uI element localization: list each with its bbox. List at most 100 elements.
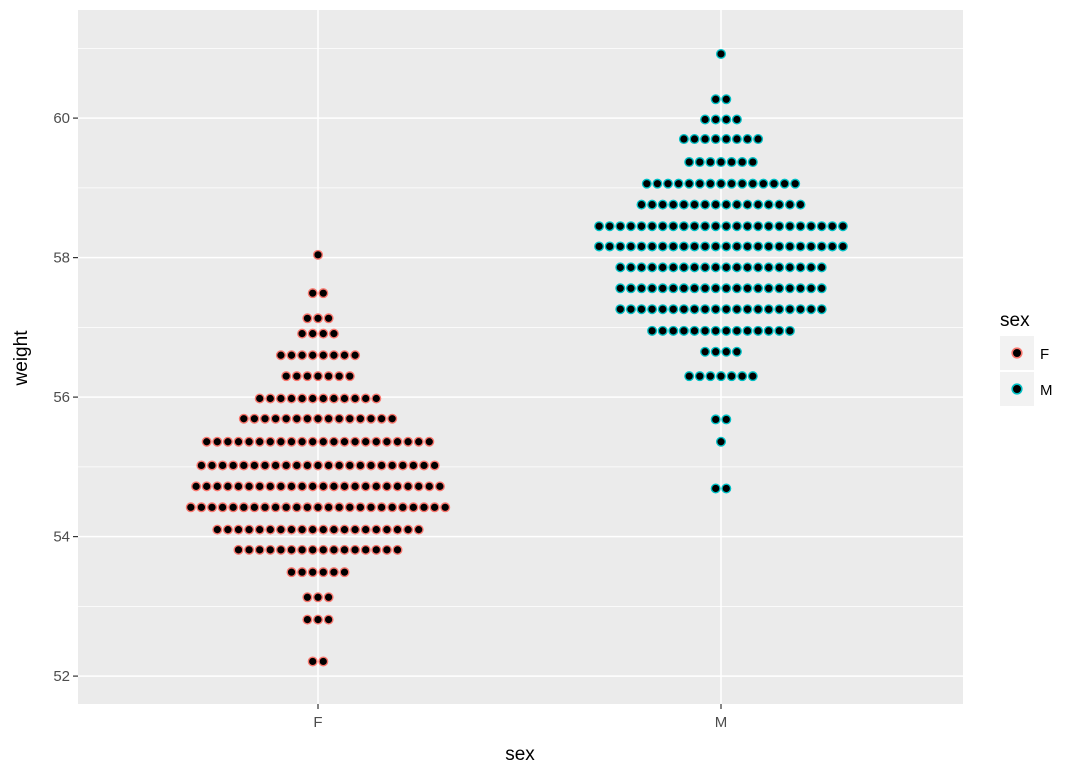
dot-m <box>774 262 785 273</box>
dot-m <box>700 199 711 210</box>
dot-m <box>668 241 679 252</box>
dot-m <box>774 325 785 336</box>
dot-f <box>275 393 286 404</box>
dot-f <box>275 436 286 447</box>
x-tick-label: M <box>715 714 728 731</box>
dot-m <box>827 241 838 252</box>
dot-m <box>710 94 721 105</box>
dot-f <box>371 524 382 535</box>
dot-m <box>742 134 753 145</box>
dot-f <box>313 371 324 382</box>
y-axis: 52 54 56 58 60 <box>53 110 78 685</box>
dot-f <box>265 544 276 555</box>
dot-m <box>763 262 774 273</box>
dot-f <box>313 249 324 260</box>
y-tick-label: 60 <box>53 110 70 127</box>
dot-m <box>700 134 711 145</box>
dot-f <box>313 313 324 324</box>
dot-f <box>302 502 313 513</box>
dot-f <box>302 371 313 382</box>
dot-m <box>726 178 737 189</box>
dot-f <box>424 436 435 447</box>
panel-background <box>78 10 963 704</box>
dot-f <box>323 614 334 625</box>
dot-m <box>806 283 817 294</box>
dot-f <box>360 481 371 492</box>
dot-f <box>350 350 361 361</box>
dot-m <box>721 414 732 425</box>
dot-m <box>700 241 711 252</box>
dot-m <box>604 221 615 232</box>
dot-m <box>763 241 774 252</box>
x-axis-title: sex <box>505 744 535 765</box>
dot-m <box>747 371 758 382</box>
dot-f <box>291 413 302 424</box>
dot-f <box>196 460 207 471</box>
dot-m <box>721 134 732 145</box>
dot-f <box>297 328 308 339</box>
dot-m <box>615 241 626 252</box>
dot-f <box>233 544 244 555</box>
dot-f <box>323 502 334 513</box>
dot-f <box>281 413 292 424</box>
dot-m <box>806 241 817 252</box>
dot-m <box>790 178 801 189</box>
dot-m <box>710 221 721 232</box>
dot-f <box>313 592 324 603</box>
dot-m <box>737 178 748 189</box>
dot-m <box>763 221 774 232</box>
dot-m <box>678 262 689 273</box>
dot-m <box>795 283 806 294</box>
dot-m <box>806 262 817 273</box>
dot-m <box>710 283 721 294</box>
dot-f <box>350 544 361 555</box>
dot-m <box>652 178 663 189</box>
dot-f <box>339 567 350 578</box>
dot-m <box>716 436 727 447</box>
dot-m <box>816 262 827 273</box>
dot-m <box>636 221 647 232</box>
dot-f <box>323 460 334 471</box>
dot-m <box>731 134 742 145</box>
dot-f <box>376 502 387 513</box>
dot-f <box>328 567 339 578</box>
dot-m <box>689 221 700 232</box>
dot-f <box>381 544 392 555</box>
dot-m <box>716 48 727 59</box>
dot-m <box>678 134 689 145</box>
dot-m <box>594 221 605 232</box>
dot-m <box>657 283 668 294</box>
dot-m <box>668 199 679 210</box>
dot-f <box>270 413 281 424</box>
dot-f <box>334 371 345 382</box>
dot-f <box>318 567 329 578</box>
dot-f <box>244 436 255 447</box>
dot-m <box>625 283 636 294</box>
dot-m <box>657 241 668 252</box>
dot-m <box>647 325 658 336</box>
dot-f <box>201 481 212 492</box>
dot-f <box>344 371 355 382</box>
dot-f <box>392 544 403 555</box>
dot-f <box>222 436 233 447</box>
dot-f <box>291 460 302 471</box>
plot-panel <box>78 10 963 704</box>
dot-f <box>286 436 297 447</box>
dot-m <box>721 241 732 252</box>
dot-m <box>678 221 689 232</box>
dot-m <box>716 371 727 382</box>
dot-f <box>302 592 313 603</box>
dot-f <box>366 460 377 471</box>
dot-f <box>397 502 408 513</box>
dot-f <box>307 436 318 447</box>
dot-f <box>254 436 265 447</box>
dot-f <box>318 288 329 299</box>
dot-m <box>726 371 737 382</box>
dot-f <box>265 436 276 447</box>
dot-m <box>721 94 732 105</box>
dot-f <box>328 544 339 555</box>
dot-f <box>254 544 265 555</box>
dot-f <box>307 288 318 299</box>
dot-f <box>318 524 329 535</box>
y-axis-title: weight <box>11 330 32 387</box>
